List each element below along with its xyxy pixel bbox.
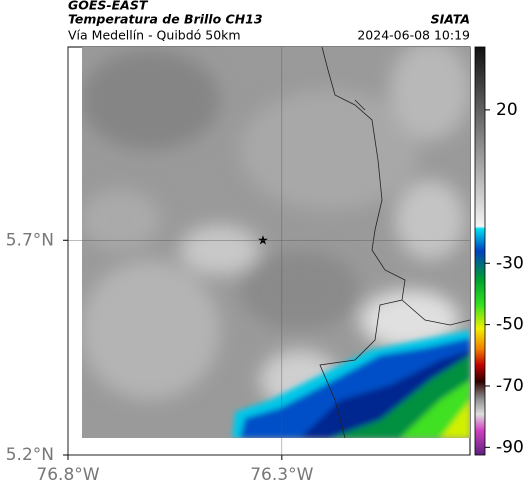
region: Vía Medellín - Quibdó 50km xyxy=(68,28,241,43)
colorbar-tick-label: -30 xyxy=(496,253,524,273)
y-tick-label: 5.7°N xyxy=(6,230,54,250)
colorbar-tick-label: -70 xyxy=(496,376,524,396)
station-marker: ★ xyxy=(257,234,269,249)
satellite-image xyxy=(82,47,470,438)
y-tick-label: 5.2°N xyxy=(6,445,54,465)
colorbar-tick-label: -50 xyxy=(496,315,524,335)
colorbar-tick-label: -90 xyxy=(496,437,524,457)
source: SIATA xyxy=(431,12,470,27)
x-tick-label: 76.8°W xyxy=(36,465,99,485)
product: Temperatura de Brillo CH13 xyxy=(68,12,263,27)
colorbar-tick-label: 20 xyxy=(496,100,518,120)
satellite: GOES-EAST xyxy=(68,0,149,13)
x-tick-label: 76.3°W xyxy=(250,465,313,485)
colorbar xyxy=(474,46,486,456)
timestamp: 2024-06-08 10:19 xyxy=(357,28,470,43)
